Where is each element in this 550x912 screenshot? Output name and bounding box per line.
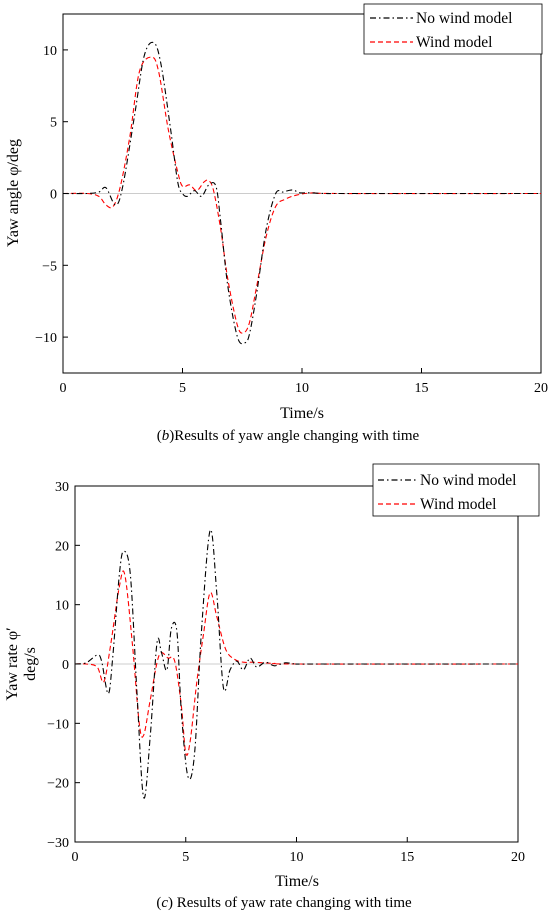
x-axis-title: Time/s xyxy=(280,405,324,422)
y-tick-label: 30 xyxy=(55,480,69,495)
y-axis-title: Yaw angle φ/deg xyxy=(5,139,22,247)
y-tick-label: 20 xyxy=(55,539,69,554)
caption-text: Results of yaw rate changing with time xyxy=(177,895,412,911)
legend: No wind model Wind model xyxy=(363,3,543,55)
y-tick-label: 10 xyxy=(55,599,69,614)
y-axis-title-line1: Yaw rate φ′ xyxy=(4,627,21,700)
x-tick-label: 5 xyxy=(179,381,186,396)
caption-text: Results of yaw angle changing with time xyxy=(174,428,419,444)
y-tick-label: 5 xyxy=(50,116,57,131)
x-tick-label: 20 xyxy=(511,850,525,865)
x-tick-label: 0 xyxy=(60,381,67,396)
x-tick-label: 15 xyxy=(415,381,429,396)
caption: (b)Results of yaw angle changing with ti… xyxy=(157,428,420,444)
x-tick-label: 20 xyxy=(534,381,548,396)
series-line-wind xyxy=(75,570,518,756)
y-tick-label: 10 xyxy=(43,44,57,59)
legend-box xyxy=(363,3,543,55)
x-tick-label: 15 xyxy=(400,850,414,865)
legend-label-wind: Wind model xyxy=(416,34,492,51)
y-axis-title: Yaw rate φ′deg/s xyxy=(4,627,39,700)
caption-letter: c xyxy=(161,895,168,911)
y-tick-label: −20 xyxy=(47,777,69,792)
y-tick-label: −5 xyxy=(42,259,57,274)
y-tick-label: 0 xyxy=(50,188,57,203)
series-group xyxy=(75,529,518,799)
series-line-no-wind xyxy=(75,529,518,799)
tick-group: 0 5 10 15 20 30 20 10 0 −10 −20 −30 xyxy=(47,480,525,865)
x-tick-label: 10 xyxy=(295,381,309,396)
y-axis-title-line2: deg/s xyxy=(22,647,39,681)
caption-letter: b xyxy=(162,428,170,444)
legend: No wind model Wind model xyxy=(372,463,540,517)
series-line-wind xyxy=(63,56,541,334)
series-group xyxy=(63,41,541,345)
y-tick-label: −30 xyxy=(47,836,69,851)
tick-group: 0 5 10 15 20 10 5 0 −5 −10 xyxy=(35,44,548,396)
legend-label-wind: Wind model xyxy=(420,496,496,513)
chart-yaw-angle: 0 5 10 15 20 10 5 0 −5 −10 Yaw angle φ/deg Time/s… xyxy=(5,3,548,444)
series-line-no-wind xyxy=(63,41,541,345)
x-tick-label: 5 xyxy=(182,850,189,865)
x-axis-title: Time/s xyxy=(275,873,319,890)
y-tick-label: −10 xyxy=(47,717,69,732)
x-tick-label: 0 xyxy=(72,850,79,865)
y-tick-label: −10 xyxy=(35,331,57,346)
legend-label-no-wind: No wind model xyxy=(420,472,516,489)
legend-box xyxy=(372,463,540,517)
legend-label-no-wind: No wind model xyxy=(416,10,512,27)
chart-yaw-rate: 0 5 10 15 20 30 20 10 0 −10 −20 −30 Yaw rate φ′deg/… xyxy=(4,463,540,911)
y-tick-label: 0 xyxy=(62,658,69,673)
caption: (c) Results of yaw rate changing with ti… xyxy=(156,895,412,911)
x-tick-label: 10 xyxy=(290,850,304,865)
